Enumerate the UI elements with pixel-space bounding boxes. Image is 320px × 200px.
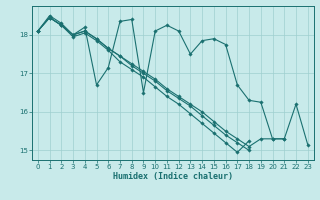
X-axis label: Humidex (Indice chaleur): Humidex (Indice chaleur)	[113, 172, 233, 181]
